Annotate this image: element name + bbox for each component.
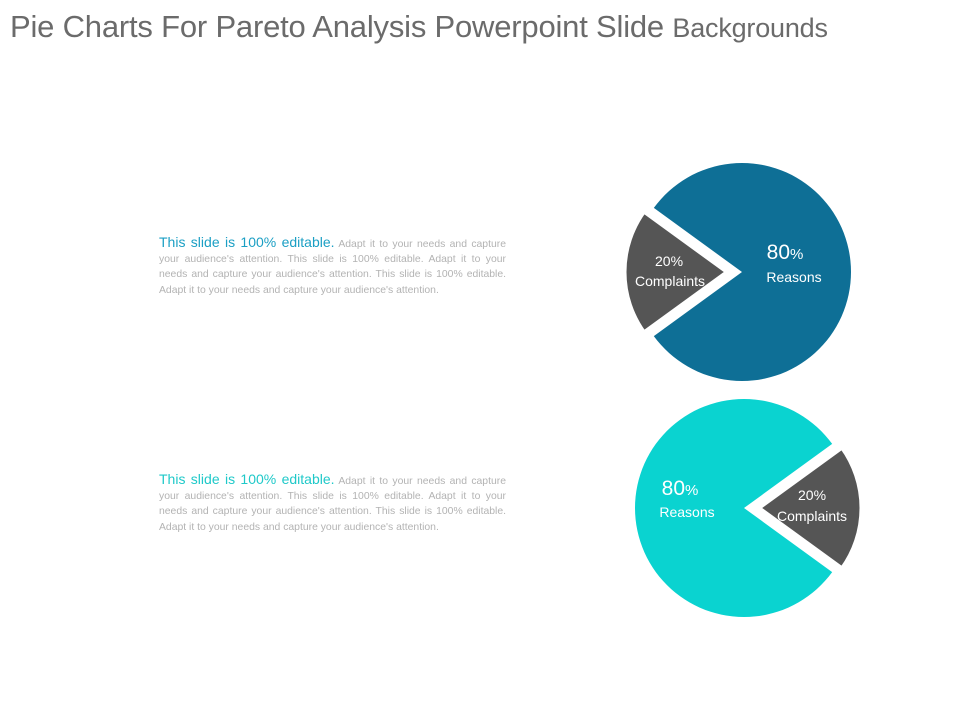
pie-2-complaints-label: Complaints [777, 508, 847, 524]
pie-chart-1: 80% Reasons 20% Complaints [621, 163, 852, 382]
pie-1-slice-reasons [653, 163, 852, 382]
pie-2-reasons-label: Reasons [659, 504, 714, 520]
block-1-body: Adapt it to your needs and capture your … [159, 239, 506, 296]
pie-2-complaints-percent: 20% [798, 487, 826, 503]
pie-1-complaints-percent: 20% [655, 253, 683, 269]
text-block-2: This slide is 100% editable. Adapt it to… [159, 471, 506, 535]
title-main: Pie Charts For Pareto Analysis Powerpoin… [10, 9, 664, 44]
title-small: Backgrounds [672, 13, 828, 43]
pie-1-reasons-percent: 80% [767, 241, 804, 264]
pie-2-slice-reasons [634, 399, 833, 617]
pie-2-reasons-percent: 80% [662, 477, 699, 500]
block-1-lead: This slide is 100% editable. [159, 234, 335, 250]
slide-title: Pie Charts For Pareto Analysis Powerpoin… [10, 9, 828, 45]
pie-1-reasons-label: Reasons [766, 269, 821, 285]
text-block-1: This slide is 100% editable. Adapt it to… [159, 234, 506, 298]
pie-1-complaints-label: Complaints [635, 273, 705, 289]
pie-2-slice-complaints [753, 443, 865, 573]
pie-chart-2: 80% Reasons 20% Complaints [634, 399, 865, 617]
block-2-body: Adapt it to your needs and capture your … [159, 476, 506, 533]
pie-1-slice-complaints [621, 207, 733, 337]
block-2-lead: This slide is 100% editable. [159, 471, 335, 487]
